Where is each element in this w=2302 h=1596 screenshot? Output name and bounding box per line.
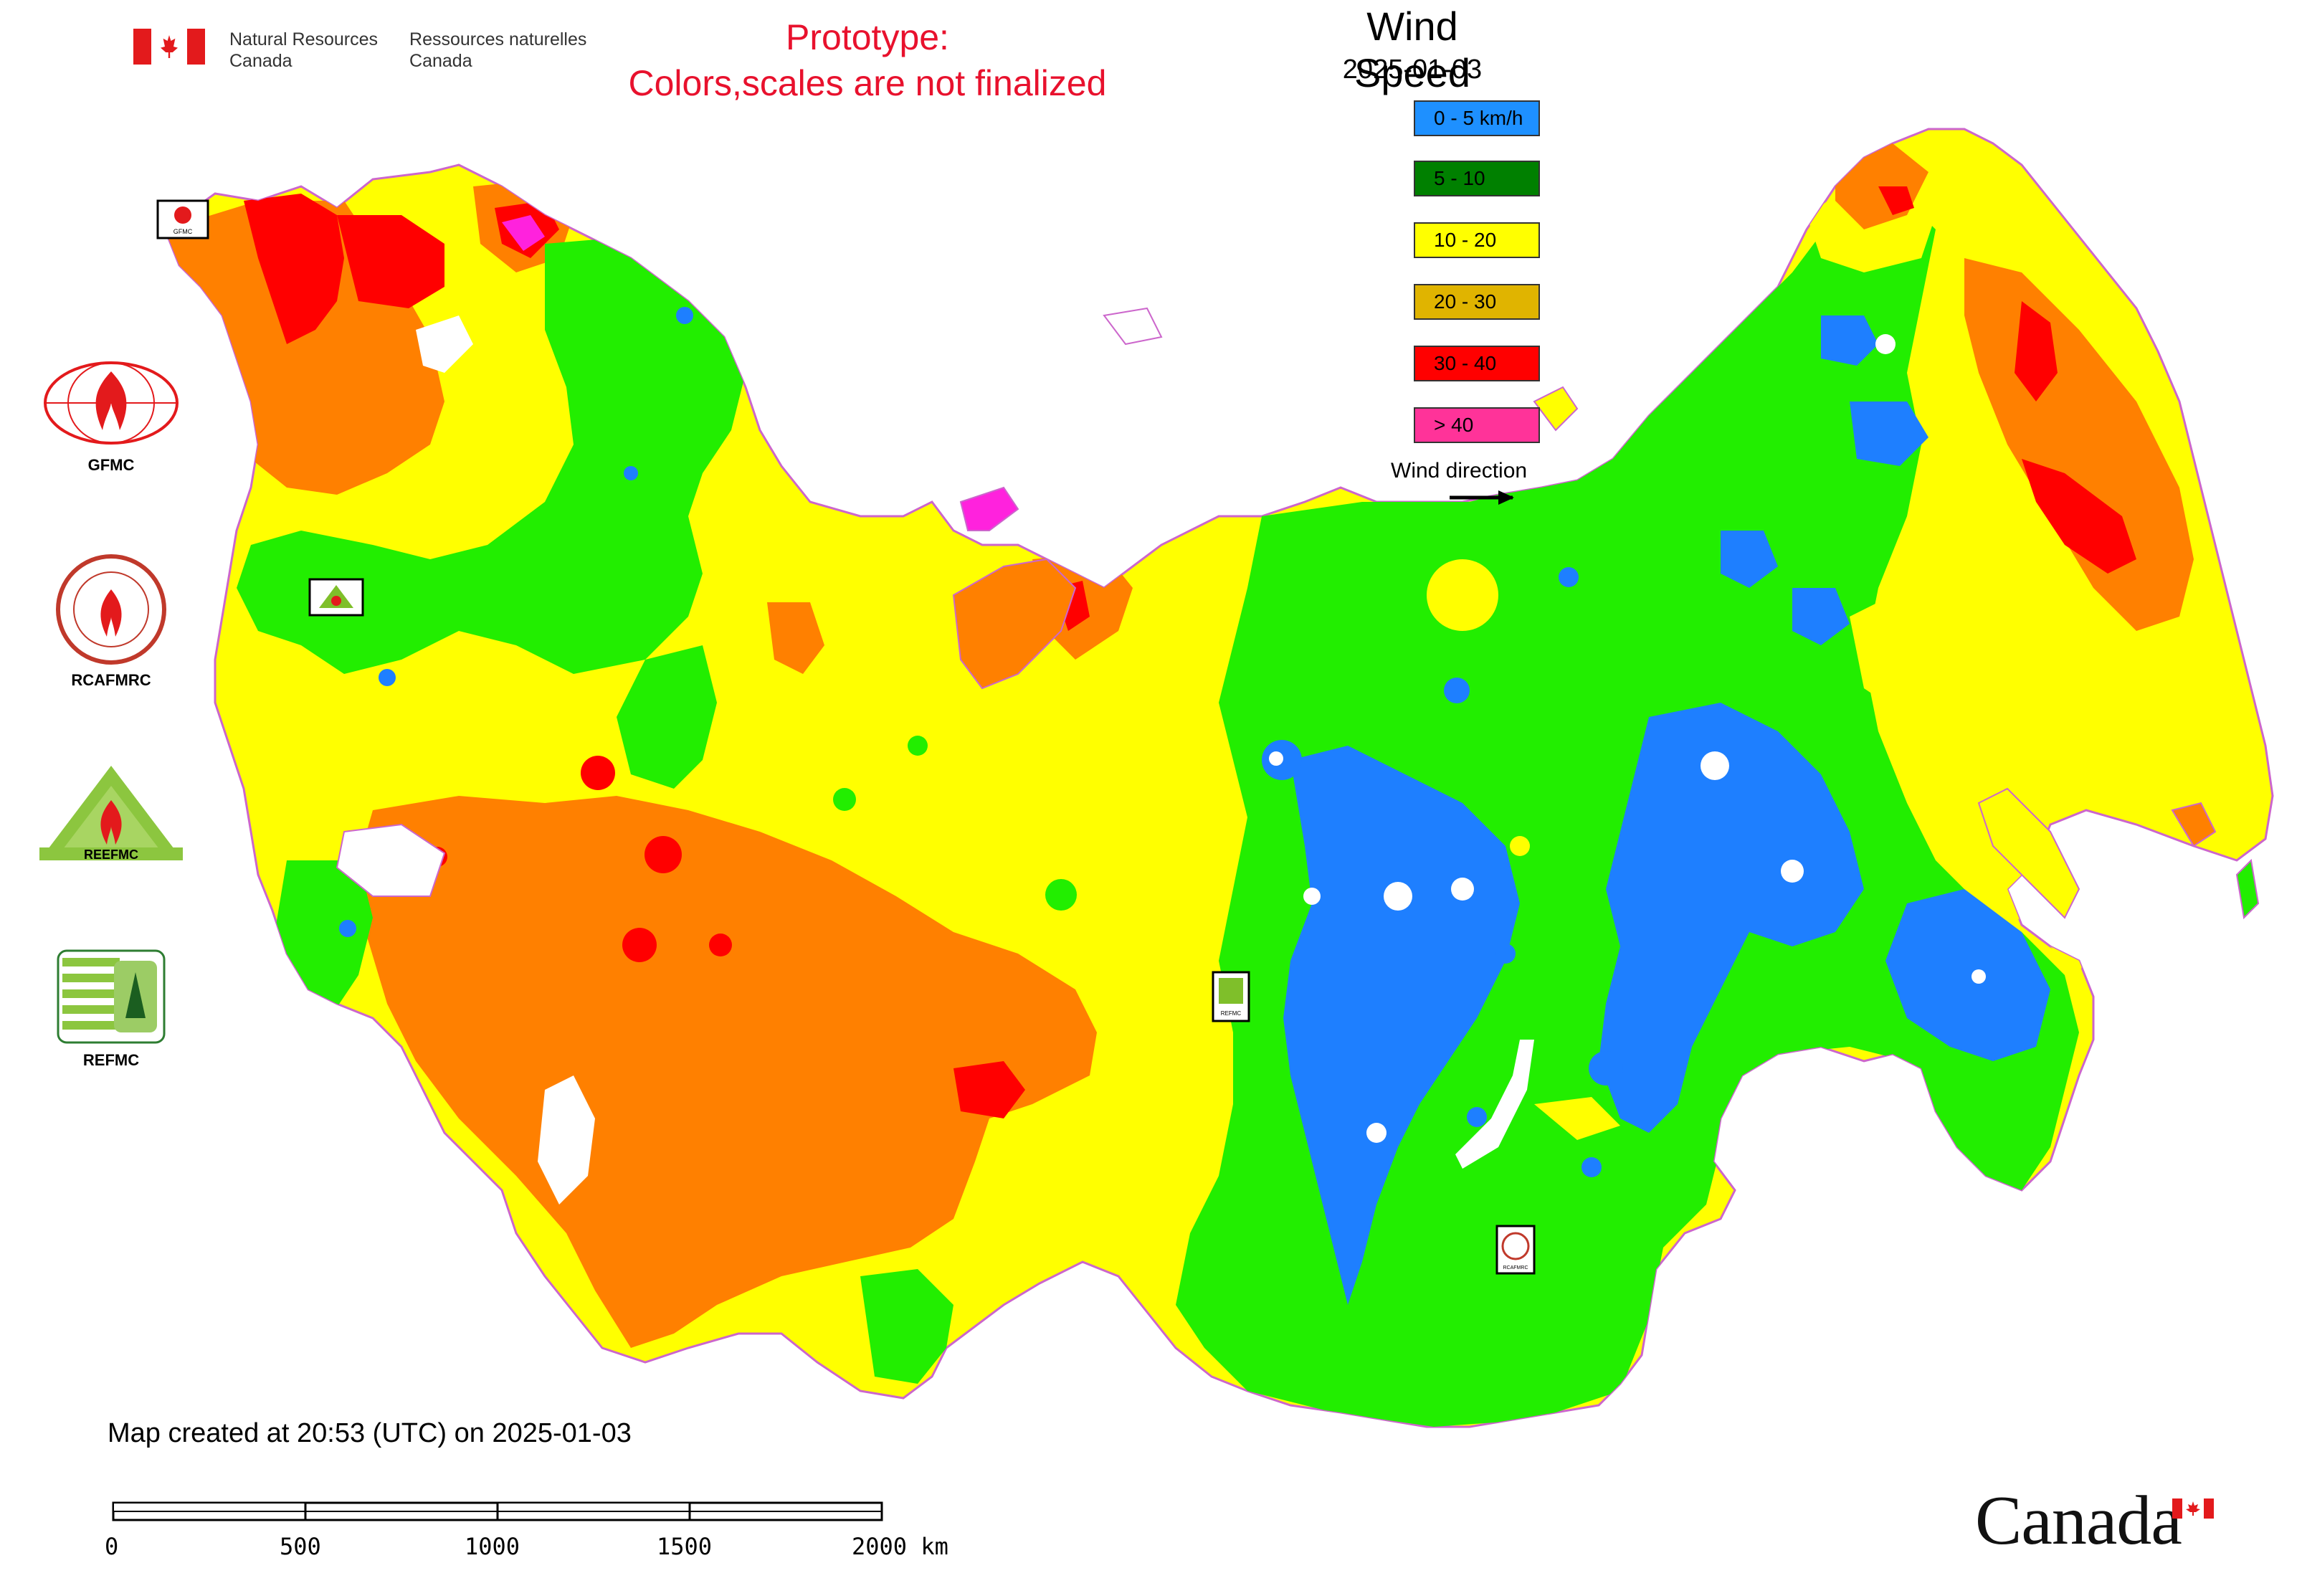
legend-label: 30 - 40 (1434, 352, 1497, 374)
refmc-logo-label: REFMC (82, 1051, 140, 1069)
legend-label: 0 - 5 km/h (1434, 107, 1523, 129)
reefmc-logo[interactable]: REEFMC (29, 760, 194, 872)
legend-item-20-30: 20 - 30 (1414, 284, 1540, 320)
reefmc-logo-text: REEFMC (84, 847, 138, 862)
scale-tick-1000: 1000 (465, 1533, 520, 1560)
scale-tick-500: 500 (280, 1533, 321, 1560)
rcafmrc-logo-icon (56, 554, 166, 665)
legend-item-10-20: 10 - 20 (1414, 222, 1540, 258)
refmc-map-marker[interactable]: REFMC (1212, 971, 1250, 1022)
prototype-notice: Prototype: Colors,scales are not finaliz… (617, 14, 1118, 106)
prototype-line-2: Colors,scales are not finalized (628, 63, 1107, 103)
wind-direction-arrow-icon (1450, 490, 1514, 505)
legend-item-over-40: > 40 (1414, 407, 1540, 443)
legend-item-30-40: 30 - 40 (1414, 346, 1540, 381)
nrcan-logo: Natural Resources Canada Ressources natu… (133, 29, 586, 72)
map-created-timestamp: Map created at 20:53 (UTC) on 2025-01-03 (108, 1418, 632, 1448)
legend-item-0-5: 0 - 5 km/h (1414, 100, 1540, 136)
refmc-logo[interactable]: REFMC (29, 946, 194, 1070)
canada-wordmark: Canada (1975, 1482, 2182, 1559)
legend-title: Wind Speed (1354, 4, 1470, 95)
gfmc-map-marker[interactable]: GFMC (156, 199, 209, 239)
reefmc-map-marker[interactable] (308, 578, 364, 617)
gfmc-logo-label: GFMC (87, 456, 135, 474)
scale-tick-1500: 1500 (657, 1533, 713, 1560)
legend-label: 5 - 10 (1434, 167, 1485, 189)
gfmc-marker-label: GFMC (173, 228, 193, 235)
rcafmrc-marker-label: RCAFMRC (1503, 1265, 1528, 1270)
legend-item-5-10: 5 - 10 (1414, 161, 1540, 196)
refmc-marker-label: REFMC (1221, 1010, 1242, 1017)
rcafmrc-logo[interactable]: RCAFMRC (29, 552, 194, 690)
legend-date: 2025-01-03 (1342, 54, 1483, 85)
gfmc-logo[interactable]: GFMC (29, 358, 194, 475)
prototype-line-1: Prototype: (786, 17, 949, 57)
legend-label: > 40 (1434, 414, 1474, 436)
gfmc-logo-icon (44, 361, 179, 445)
refmc-logo-icon (57, 949, 166, 1044)
canada-wordmark-flag-icon (2172, 1498, 2214, 1519)
canada-flag-icon (133, 29, 205, 65)
rcafmrc-logo-label: RCAFMRC (71, 671, 151, 689)
legend-label: 10 - 20 (1434, 229, 1497, 251)
legend-label: 20 - 30 (1434, 290, 1497, 313)
department-name-en: Natural Resources Canada (229, 29, 379, 71)
department-name-fr: Ressources naturelles Canada (409, 29, 587, 71)
reefmc-logo-icon: REEFMC (39, 766, 183, 862)
rcafmrc-map-marker[interactable]: RCAFMRC (1495, 1225, 1536, 1275)
wind-direction-label: Wind direction (1391, 459, 1528, 483)
scale-tick-2000: 2000 km (852, 1533, 948, 1560)
scale-bar (112, 1501, 883, 1521)
scale-tick-0: 0 (105, 1533, 119, 1560)
